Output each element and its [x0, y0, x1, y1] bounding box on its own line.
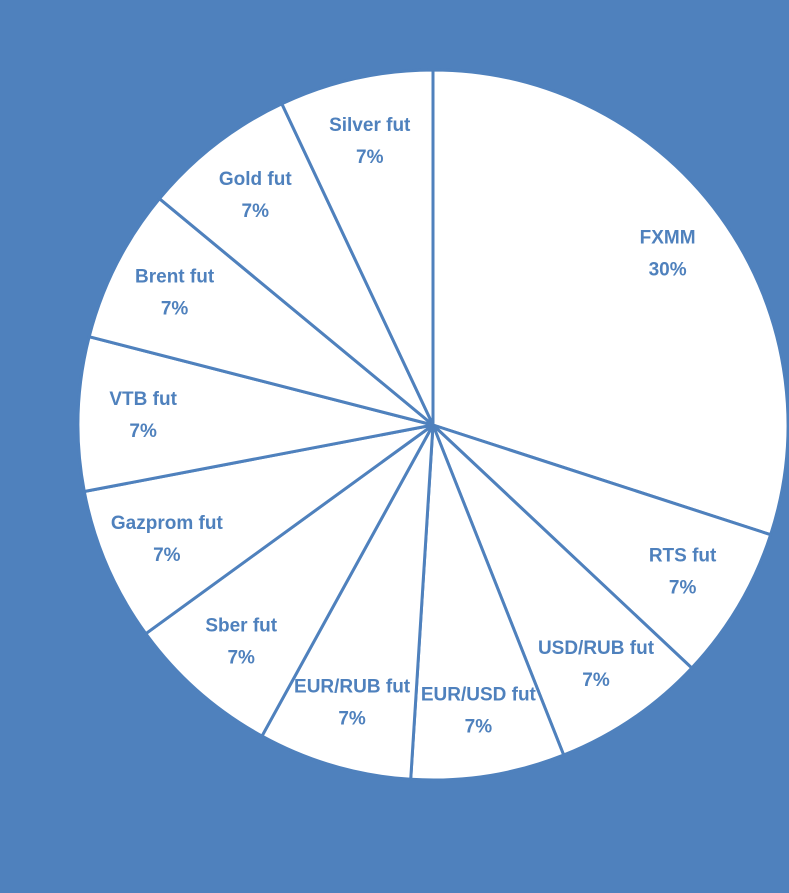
slice-label: RTS fut	[649, 546, 717, 567]
pie-slice	[431, 423, 694, 758]
slice-label: EUR/USD fut	[421, 684, 537, 705]
slice-value-label: 7%	[242, 201, 270, 222]
slice-value-label: 7%	[161, 298, 189, 319]
slice-value-label: 7%	[338, 709, 366, 730]
slice-label: Gold fut	[219, 169, 292, 190]
pie-slice	[157, 101, 435, 427]
slice-value-label: 7%	[153, 545, 181, 566]
pie-slice	[431, 423, 773, 671]
pie-slice	[76, 334, 434, 494]
pie-slice	[279, 68, 435, 426]
pie-slice	[431, 68, 789, 537]
slice-label: FXMM	[640, 228, 696, 249]
slice-label: Sber fut	[205, 616, 277, 637]
pie-slice	[82, 423, 434, 636]
pie-slice	[87, 196, 434, 427]
pie-slice	[409, 424, 566, 782]
slice-value-label: 7%	[669, 578, 697, 599]
slice-label: Gazprom fut	[111, 513, 224, 534]
slice-value-label: 7%	[582, 670, 610, 691]
pie-slice	[259, 424, 435, 781]
slice-value-label: 7%	[129, 421, 157, 442]
slice-value-label: 7%	[465, 716, 493, 737]
slice-label: Brent fut	[135, 266, 215, 287]
slice-value-label: 7%	[356, 147, 384, 168]
slice-label: Silver fut	[329, 115, 411, 136]
pie-slice	[143, 423, 435, 739]
slice-label: VTB fut	[109, 389, 177, 410]
slice-label: USD/RUB fut	[538, 638, 655, 659]
slice-label: EUR/RUB fut	[294, 677, 411, 698]
slice-value-label: 30%	[649, 260, 687, 281]
slice-value-label: 7%	[227, 648, 255, 669]
